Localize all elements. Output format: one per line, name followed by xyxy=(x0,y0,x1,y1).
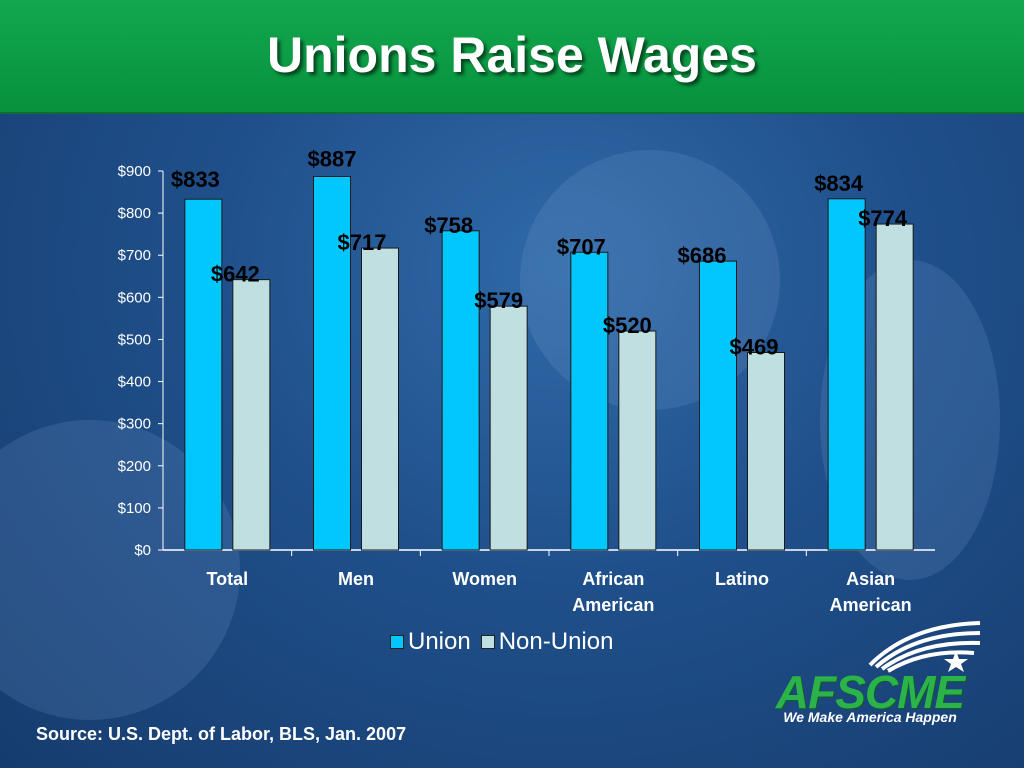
logo-tagline: We Make America Happen xyxy=(783,709,957,725)
union-value-label: $686 xyxy=(678,243,727,268)
bar-chart: $0 $100 $200 $300 $400 $500 $600 $700 $800 $900 $8… xyxy=(118,146,935,615)
y-tick-label: $0 xyxy=(134,542,151,559)
non-union-value-label: $520 xyxy=(603,313,652,338)
y-tick-label: $300 xyxy=(118,416,151,433)
union-bar xyxy=(827,198,866,551)
union-value-label: $833 xyxy=(171,167,220,192)
union-bar xyxy=(570,251,609,551)
y-tick-label: $900 xyxy=(118,163,151,180)
y-tick-label: $500 xyxy=(118,331,151,348)
non-union-swatch xyxy=(480,635,495,649)
non-union-bar xyxy=(361,247,399,551)
non-union-bar xyxy=(489,305,528,551)
non-union-value-label: $774 xyxy=(858,206,908,231)
union-bar xyxy=(184,198,223,551)
non-union-value-label: $717 xyxy=(338,230,387,255)
non-union-value-label: $469 xyxy=(730,334,779,359)
legend-item-non-union: Non-Union xyxy=(480,628,614,656)
non-union-bar xyxy=(747,351,785,551)
category-label: Total xyxy=(206,569,248,589)
category-label: American xyxy=(830,595,912,615)
union-bar xyxy=(441,230,480,551)
category-label: Men xyxy=(338,569,374,589)
category-label: African xyxy=(582,569,644,589)
y-tick-label: $100 xyxy=(118,500,151,517)
y-tick-label: $700 xyxy=(118,247,151,264)
non-union-bar xyxy=(232,279,271,551)
union-swatch xyxy=(390,635,404,649)
y-tick-label: $600 xyxy=(118,289,151,306)
title-banner: Unions Raise Wages xyxy=(0,0,1024,114)
y-tick-label: $800 xyxy=(118,205,151,222)
afscme-logo: AFSCME We Make America Happen xyxy=(760,615,980,730)
non-union-value-label: $579 xyxy=(474,288,523,313)
y-tick-label: $400 xyxy=(118,374,151,391)
flag-swoosh-icon xyxy=(868,621,980,673)
slide-title: Unions Raise Wages xyxy=(267,27,757,83)
category-label: Asian xyxy=(846,569,895,589)
non-union-bar xyxy=(875,223,914,551)
non-union-value-label: $642 xyxy=(211,262,260,287)
category-label: Latino xyxy=(715,569,769,589)
chart-legend: Union Non-Union xyxy=(390,627,619,657)
source-note: Source: U.S. Dept. of Labor, BLS, Jan. 2… xyxy=(36,724,407,744)
union-bar xyxy=(699,260,737,551)
y-tick-label: $200 xyxy=(118,458,151,475)
union-value-label: $887 xyxy=(308,146,357,171)
category-label: Women xyxy=(452,569,517,589)
union-value-label: $834 xyxy=(814,171,864,196)
union-value-label: $758 xyxy=(424,213,473,238)
legend-label-non-union: Non-Union xyxy=(498,628,614,655)
non-union-bar xyxy=(618,330,657,551)
union-bar xyxy=(313,175,351,551)
category-label: American xyxy=(572,595,654,615)
logo-wordmark: AFSCME xyxy=(775,666,965,718)
union-value-label: $707 xyxy=(557,234,606,259)
legend-label-union: Union xyxy=(408,628,471,655)
legend-item-union: Union xyxy=(390,628,471,656)
